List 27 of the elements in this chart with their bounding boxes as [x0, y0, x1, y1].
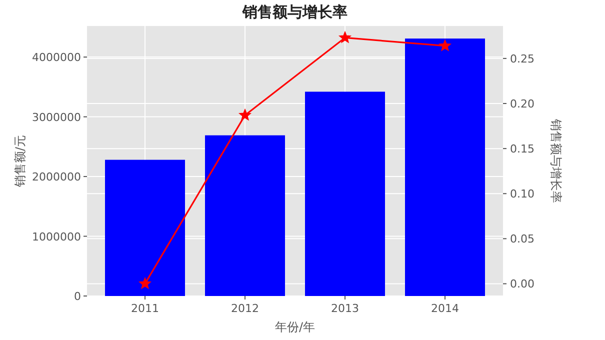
chart-title: 销售额与增长率: [242, 3, 348, 21]
bar: [105, 160, 185, 296]
x-tick-label: 2011: [131, 302, 159, 315]
y-tick-label: 2000000: [32, 170, 81, 184]
y-tick-label: 1000000: [32, 230, 81, 244]
bar: [205, 135, 285, 296]
y-tick-label: 4000000: [32, 51, 81, 64]
bar: [405, 38, 485, 296]
point: [239, 109, 251, 120]
y2-axis-title: 销售额与增长率: [549, 118, 563, 203]
bar: [305, 92, 385, 296]
point: [439, 40, 451, 51]
y-axis-title: 销售额/元: [13, 134, 27, 188]
x-tick-label: 2013: [331, 302, 359, 315]
y2-tick-label: 0.00: [510, 278, 534, 291]
y2-tick-label: 0.10: [510, 188, 534, 201]
y2-tick-label: 0.15: [510, 142, 534, 156]
x-tick-label: 2012: [231, 302, 259, 315]
y-tick-label: 0: [74, 290, 81, 303]
x-axis-title: 年份/年: [274, 320, 316, 334]
x-tick-label: 2014: [431, 302, 459, 315]
y-tick-label: 3000000: [32, 110, 81, 124]
point: [339, 32, 351, 43]
y2-tick-label: 0.05: [510, 232, 534, 246]
y2-tick-label: 0.25: [510, 52, 534, 66]
y2-tick-label: 0.20: [510, 98, 534, 111]
point: [139, 278, 151, 289]
